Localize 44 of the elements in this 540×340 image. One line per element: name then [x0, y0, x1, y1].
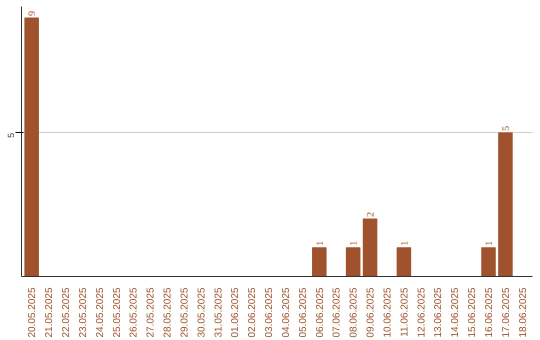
bar [498, 132, 513, 276]
bar [396, 247, 412, 276]
data-label: 1 [348, 240, 360, 246]
x-tick-label: 03.06.2025 [264, 287, 276, 338]
x-tick-label: 15.06.2025 [467, 287, 478, 338]
x-tick-label: 14.06.2025 [450, 287, 462, 338]
x-tick-label: 11.06.2025 [399, 287, 410, 337]
bar [24, 17, 39, 276]
x-tick-label: 08.06.2025 [348, 287, 360, 338]
x-tick-label: 28.05.2025 [162, 287, 174, 338]
x-tick-label: 13.06.2025 [433, 287, 444, 338]
bar [346, 247, 360, 276]
data-label: 1 [484, 240, 496, 246]
x-tick-label: 16.06.2025 [484, 287, 496, 338]
x-tick-label: 09.06.2025 [366, 287, 377, 338]
x-tick-label: 05.06.2025 [298, 287, 309, 338]
data-label: 9 [27, 10, 38, 16]
data-label: 2 [366, 212, 377, 218]
bar [362, 218, 378, 276]
x-tick-label: 06.06.2025 [314, 287, 326, 338]
x-tick-label: 12.06.2025 [416, 287, 428, 338]
x-tick-label: 04.06.2025 [280, 287, 292, 338]
x-tick-label: 30.05.2025 [196, 287, 208, 338]
x-tick-label: 25.05.2025 [112, 287, 123, 338]
x-tick-label: 10.06.2025 [382, 287, 394, 338]
x-tick-label: 23.05.2025 [78, 287, 89, 338]
x-tick-label: 26.05.2025 [128, 287, 140, 338]
x-tick-label: 22.05.2025 [60, 287, 72, 338]
x-tick-label: 17.06.2025 [500, 287, 512, 338]
x-tick-label: 02.06.2025 [247, 287, 258, 338]
x-tick-label: 31.05.2025 [213, 287, 224, 338]
x-tick-label: 20.05.2025 [27, 287, 38, 338]
data-label: 1 [314, 240, 326, 246]
data-label: 1 [399, 240, 410, 246]
x-tick-label: 21.05.2025 [44, 287, 56, 338]
x-tick-label: 24.05.2025 [94, 287, 106, 338]
data-label: 5 [500, 126, 512, 131]
x-tick-label: 29.05.2025 [179, 287, 190, 338]
x-tick-label: 18.06.2025 [518, 287, 529, 338]
bar [312, 247, 327, 276]
bar [481, 247, 496, 276]
x-tick-label: 27.05.2025 [146, 287, 157, 338]
x-tick-label: 01.06.2025 [230, 287, 242, 338]
x-tick-label: 07.06.2025 [332, 287, 343, 338]
